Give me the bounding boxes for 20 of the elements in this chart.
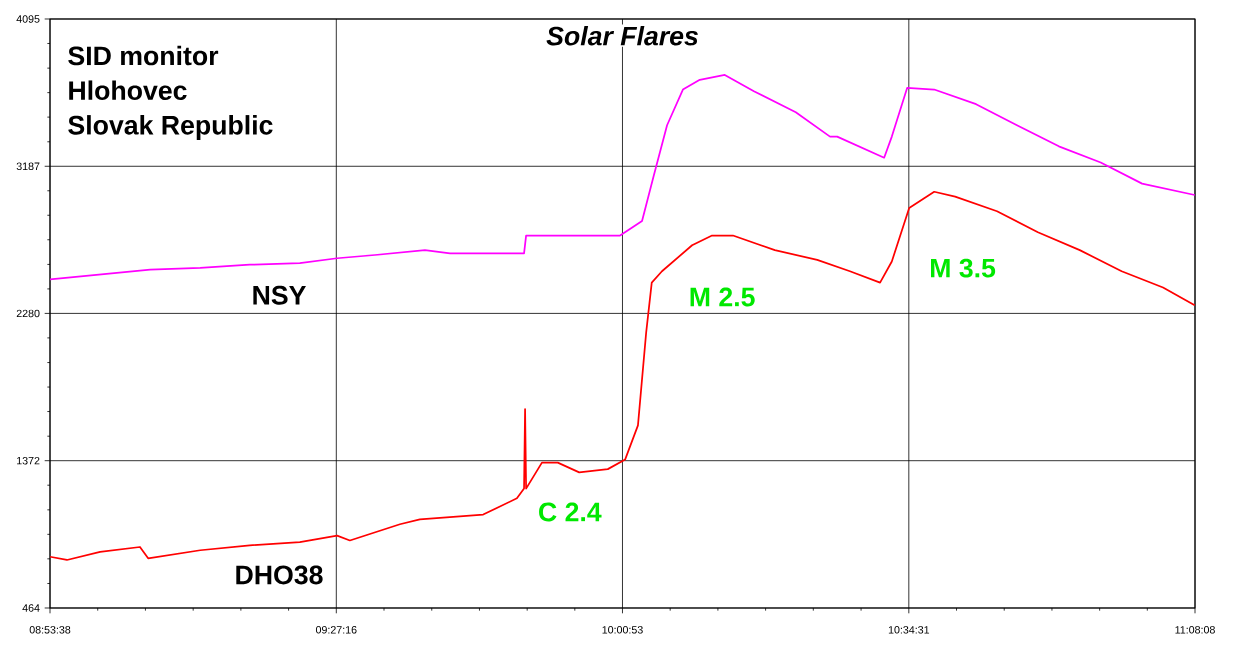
annotation: C 2.4 <box>539 502 602 522</box>
annotation: Slovak Republic <box>68 115 273 140</box>
series-label: NSY <box>253 285 306 305</box>
x-tick-label: 10:34:31 <box>888 626 930 634</box>
annotation: M 3.5 <box>931 258 996 278</box>
x-tick-label: 11:08:08 <box>1175 626 1215 634</box>
series-label: DHO38 <box>236 565 323 585</box>
x-tick-label: 09:27:16 <box>315 626 357 634</box>
chart-title: Solar Flares <box>546 25 698 46</box>
y-tick-label: 3187 <box>16 162 40 171</box>
annotation: SID monitor <box>68 45 219 66</box>
y-tick-label: 464 <box>22 604 40 612</box>
x-tick-label: 08:53:38 <box>29 626 71 634</box>
y-tick-label: 1372 <box>17 456 40 465</box>
annotation: M 2.5 <box>690 287 755 307</box>
x-tick-label: 10:00:53 <box>602 626 643 634</box>
y-tick-label: 2280 <box>16 309 40 318</box>
y-tick-label: 4095 <box>16 15 40 23</box>
annotation: Hlohovec <box>69 80 187 100</box>
line-series <box>49 190 1196 561</box>
